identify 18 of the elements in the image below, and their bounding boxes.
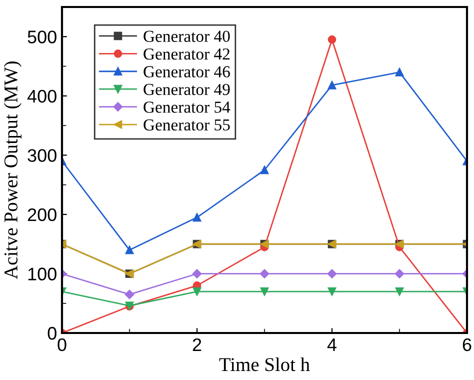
legend-label: Generator 49 xyxy=(144,84,230,96)
y-tick-label: 0 xyxy=(48,326,56,340)
x-tick-label: 0 xyxy=(58,338,66,352)
legend-label: Generator 46 xyxy=(144,66,230,78)
y-tick-label: 100 xyxy=(28,268,56,280)
legend-label: Generator 40 xyxy=(144,30,230,42)
legend-label: Generator 54 xyxy=(144,102,230,113)
y-tick-label: 500 xyxy=(28,30,56,44)
y-tick-label: 200 xyxy=(28,208,56,222)
y-axis-title: Acitve Power Output (MW) xyxy=(4,62,22,280)
y-tick-label: 400 xyxy=(27,90,56,103)
x-tick-label: 4 xyxy=(327,338,336,351)
y-tick-label: 300 xyxy=(28,149,56,162)
x-tick-label: 2 xyxy=(192,338,202,351)
x-axis-title: Time Slot h xyxy=(219,357,310,372)
x-tick-label: 6 xyxy=(462,338,472,352)
legend-label: Generator 55 xyxy=(144,119,230,131)
legend-label: Generator 42 xyxy=(144,48,230,60)
